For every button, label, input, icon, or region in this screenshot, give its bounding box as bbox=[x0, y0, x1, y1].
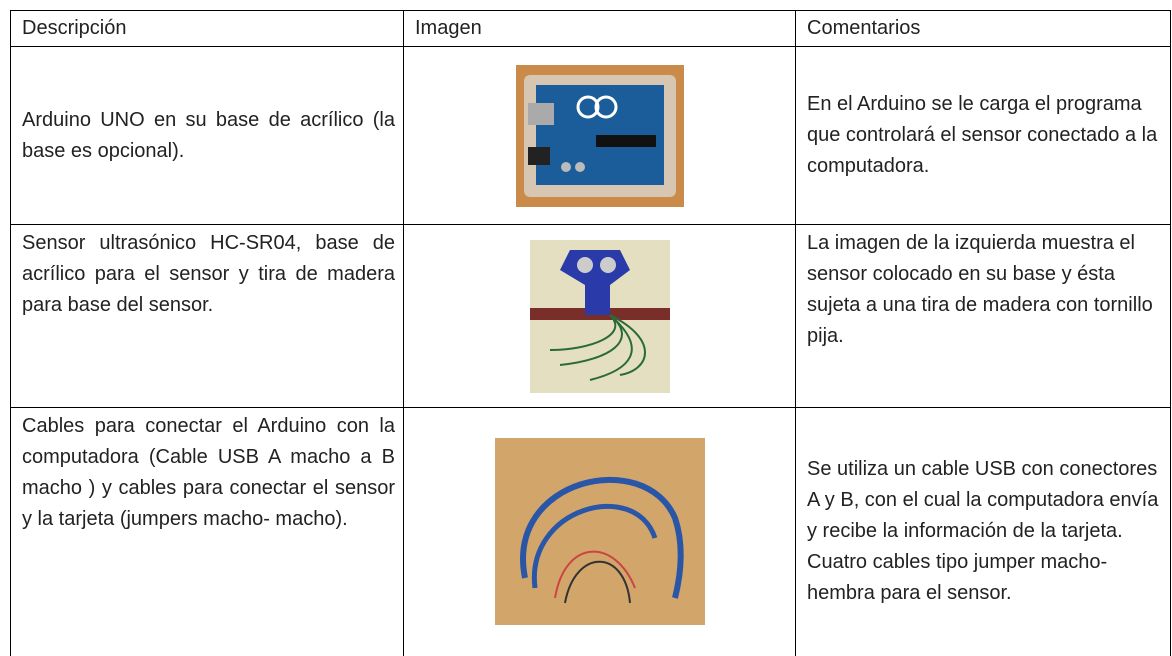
description-cell: Sensor ultrasónico HC-SR04, base de acrí… bbox=[10, 224, 404, 408]
description-cell: Cables para conectar el Arduino con la c… bbox=[10, 407, 404, 656]
sensor-photo bbox=[529, 239, 670, 393]
image-cell bbox=[403, 46, 796, 225]
row: Cables para conectar el Arduino con la c… bbox=[10, 407, 1171, 656]
row: Sensor ultrasónico HC-SR04, base de acrí… bbox=[10, 224, 1171, 408]
header-cell: Imagen bbox=[403, 10, 796, 47]
comments-cell: En el Arduino se le carga el programa qu… bbox=[795, 46, 1171, 225]
comments-cell: La imagen de la izquierda muestra el sen… bbox=[795, 224, 1171, 408]
header-row: Descripción Imagen Comentarios bbox=[10, 10, 1171, 47]
image-cell bbox=[403, 407, 796, 656]
header-cell: Descripción bbox=[10, 10, 404, 47]
description-cell: Arduino UNO en su base de acrílico (la b… bbox=[10, 46, 404, 225]
arduino-photo bbox=[515, 64, 684, 207]
image-cell bbox=[403, 224, 796, 408]
components-table: Descripción Imagen Comentarios Arduino U… bbox=[10, 10, 1171, 656]
cables-photo bbox=[494, 438, 705, 626]
row: Arduino UNO en su base de acrílico (la b… bbox=[10, 46, 1171, 225]
comments-cell: Se utiliza un cable USB con conectores A… bbox=[795, 407, 1171, 656]
header-cell: Comentarios bbox=[795, 10, 1171, 47]
